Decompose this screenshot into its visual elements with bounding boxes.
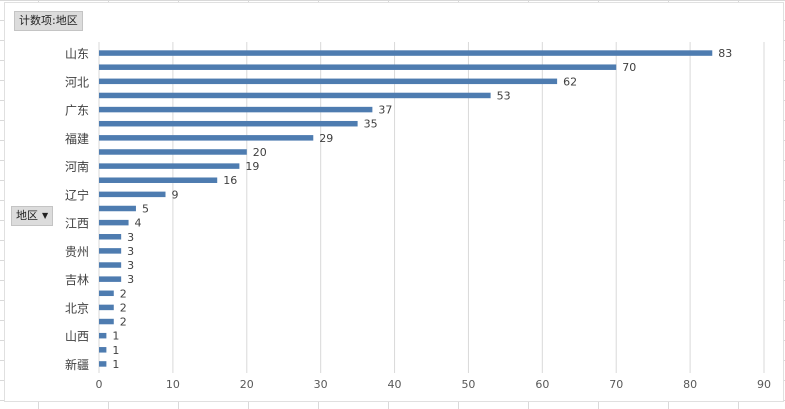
- data-label: 1: [112, 330, 119, 343]
- x-tick-label: 20: [240, 378, 254, 391]
- row-field-filter-button[interactable]: 地区 ▼: [11, 206, 54, 226]
- bar: [99, 219, 129, 226]
- data-label: 29: [319, 132, 333, 145]
- bar: [99, 50, 713, 56]
- bar: [99, 64, 617, 70]
- x-tick-label: 80: [683, 378, 697, 391]
- data-label: 2: [120, 301, 127, 314]
- category-label: 吉林: [65, 273, 89, 287]
- bar: [99, 106, 373, 113]
- category-label: 河北: [65, 75, 89, 89]
- bar: [99, 234, 122, 240]
- bar: [99, 163, 240, 169]
- data-label: 1: [112, 358, 119, 371]
- bar: [99, 248, 122, 254]
- x-tick-label: 50: [461, 378, 475, 391]
- category-label: 山西: [65, 330, 89, 344]
- data-label: 19: [245, 160, 259, 173]
- bar: [99, 262, 122, 268]
- bar: [99, 290, 114, 297]
- x-tick-label: 40: [388, 378, 402, 391]
- data-label: 83: [718, 47, 732, 60]
- category-label: 辽宁: [65, 187, 89, 202]
- bar: [99, 276, 122, 282]
- category-label: 福建: [65, 131, 89, 146]
- category-label: 广东: [65, 104, 89, 118]
- data-label: 70: [622, 61, 636, 74]
- pivot-chart[interactable]: 0 10 20 30 40 50 60 70 80 90 83 山东 70 62 河北 53 37 广东 35 29 福…: [4, 2, 784, 402]
- data-label: 53: [497, 89, 511, 102]
- data-label: 20: [253, 146, 267, 159]
- bar: [99, 332, 107, 339]
- x-tick-label: 60: [535, 378, 549, 391]
- dropdown-arrow-icon: ▼: [42, 211, 49, 220]
- data-label: 16: [223, 174, 237, 187]
- value-field-button[interactable]: 计数项:地区: [14, 11, 83, 31]
- x-tick-label: 0: [96, 378, 103, 391]
- category-label: 贵州: [65, 245, 89, 259]
- bar: [99, 191, 166, 198]
- data-label: 3: [127, 231, 134, 244]
- x-tick-label: 30: [314, 378, 328, 391]
- category-label: 北京: [65, 301, 89, 315]
- category-label: 河南: [65, 159, 89, 174]
- data-label: 9: [172, 188, 179, 201]
- x-tick-label: 90: [757, 378, 771, 391]
- data-label: 3: [127, 273, 134, 286]
- bar: [99, 177, 218, 183]
- data-label: 37: [378, 104, 392, 117]
- data-label: 35: [364, 118, 378, 131]
- data-label: 2: [120, 287, 127, 300]
- data-label: 4: [135, 217, 142, 230]
- data-label: 3: [127, 259, 134, 272]
- x-tick-label: 10: [166, 378, 180, 391]
- value-field-label: 计数项:地区: [19, 14, 78, 27]
- bar: [99, 78, 558, 85]
- data-label: 2: [120, 316, 127, 329]
- data-label: 5: [142, 203, 149, 216]
- bar: [99, 361, 107, 367]
- data-label: 1: [112, 344, 119, 357]
- bar: [99, 347, 107, 353]
- bar: [99, 92, 491, 99]
- bar: [99, 135, 314, 141]
- bar: [99, 205, 136, 212]
- category-label: 山东: [65, 47, 89, 61]
- bar: [99, 318, 114, 325]
- row-field-label: 地区: [16, 209, 38, 222]
- bar: [99, 149, 247, 155]
- category-label: 江西: [65, 217, 89, 231]
- bar: [99, 120, 358, 127]
- x-tick-label: 70: [609, 378, 623, 391]
- bar: [99, 304, 114, 311]
- data-label: 3: [127, 245, 134, 258]
- category-label: 新疆: [65, 357, 89, 372]
- bar-chart-plot: 0 10 20 30 40 50 60 70 80 9083山东7062河北5337广东3529福…: [65, 42, 771, 391]
- data-label: 62: [563, 75, 577, 88]
